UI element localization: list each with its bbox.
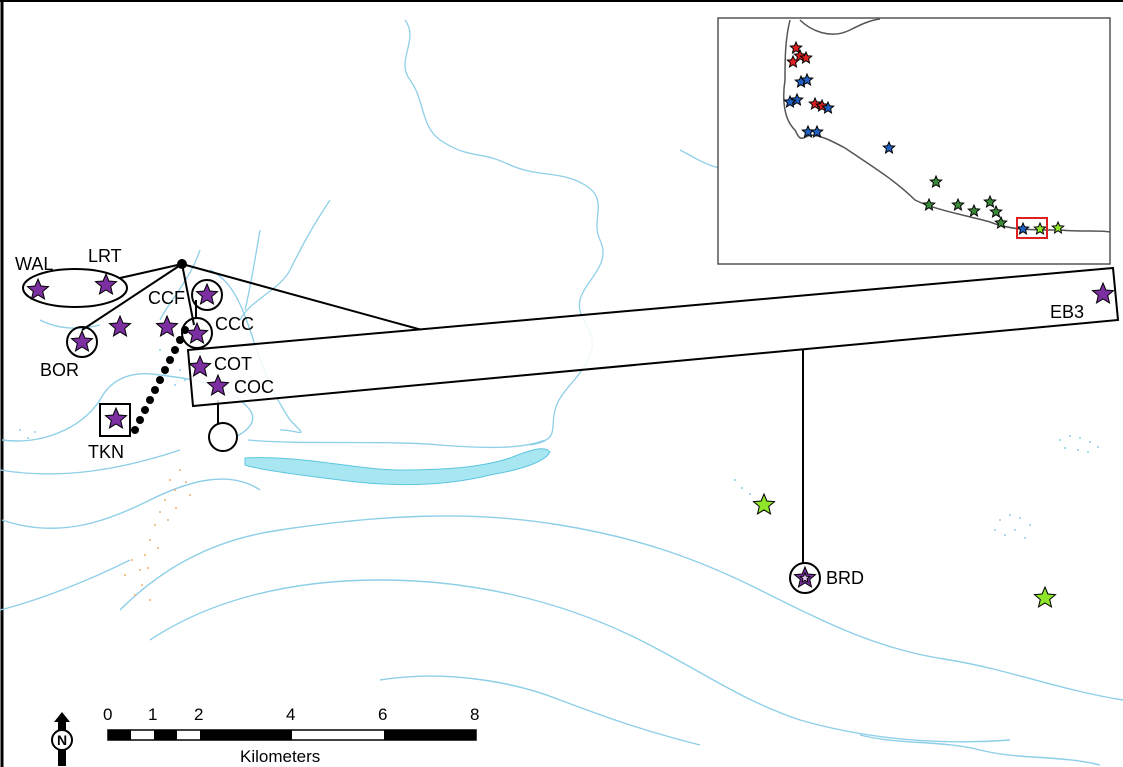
sand-area [124, 469, 191, 601]
site-star-tkn [104, 406, 128, 429]
site-label-brd: BRD [826, 568, 864, 588]
site-enclosures [22, 268, 821, 594]
site-star-eb3 [1091, 281, 1115, 304]
site-star-cot [188, 354, 212, 377]
inset-star-8 [808, 96, 822, 110]
scale-tick-0: 0 [103, 705, 112, 724]
inset-star-16 [951, 197, 965, 211]
inset-star-12 [810, 124, 824, 138]
coastline [1, 373, 1123, 766]
site-stars [26, 272, 1115, 608]
scale-tick-8: 8 [470, 705, 479, 724]
inset-star-20 [994, 215, 1008, 229]
scale-unit: Kilometers [240, 747, 320, 766]
scale-tick-2: 2 [194, 705, 203, 724]
wetland-areas [19, 349, 1099, 539]
site-star-lrt [94, 272, 118, 295]
inset-star-15 [922, 197, 936, 211]
site-label-ccf: CCF [148, 288, 185, 308]
inset-coastline [783, 19, 1111, 233]
inset-map [717, 17, 1111, 265]
other-star-2 [1033, 585, 1057, 608]
north-arrow-icon: N [51, 712, 73, 766]
inset-star-2 [799, 50, 813, 64]
inset-star-10 [821, 100, 835, 114]
inset-star-17 [967, 203, 981, 217]
inset-star-6 [790, 92, 804, 106]
north-letter: N [57, 732, 67, 748]
site-star-bor [70, 329, 94, 352]
other-star-1 [752, 492, 776, 515]
site-labels: WAL LRT CCF CCC BOR COT COC TKN EB3 BRD [15, 246, 1084, 588]
site-star-brd-center [798, 571, 812, 584]
scale-bar: 0 1 2 4 6 8 Kilometers [103, 705, 479, 766]
site-star-ccc [185, 321, 209, 344]
site-label-coc: COC [234, 377, 274, 397]
inset-star-0 [789, 40, 803, 54]
inset-star-3 [786, 54, 800, 68]
inset-highlight-box [1016, 217, 1048, 239]
inset-star-18 [983, 194, 997, 208]
zoom-box [186, 266, 1120, 408]
inset-star-19 [989, 204, 1003, 218]
site-star-unlabeled-1 [108, 314, 132, 337]
site-label-wal: WAL [15, 254, 53, 274]
inset-star-13 [882, 140, 896, 154]
inset-star-23 [1051, 220, 1065, 234]
site-star-coc [206, 373, 230, 396]
inset-star-7 [783, 94, 797, 108]
inset-star-5 [800, 72, 814, 86]
site-label-cot: COT [214, 354, 252, 374]
site-star-wal [26, 277, 50, 300]
site-star-unlabeled-2 [155, 314, 179, 337]
site-star-ccf [195, 282, 219, 305]
inset-star-21 [1016, 221, 1030, 235]
site-label-eb3: EB3 [1050, 302, 1084, 322]
scale-tick-4: 4 [286, 705, 295, 724]
lake [244, 448, 551, 486]
scale-tick-1: 1 [148, 705, 157, 724]
site-label-lrt: LRT [88, 246, 122, 266]
scale-tick-6: 6 [378, 705, 387, 724]
inset-star-22 [1033, 221, 1047, 235]
site-label-ccc: CCC [215, 314, 254, 334]
river-lines [0, 19, 741, 611]
site-label-tkn: TKN [88, 442, 124, 462]
connector-lines [81, 263, 804, 563]
site-label-bor: BOR [40, 360, 79, 380]
inset-star-14 [929, 174, 943, 188]
